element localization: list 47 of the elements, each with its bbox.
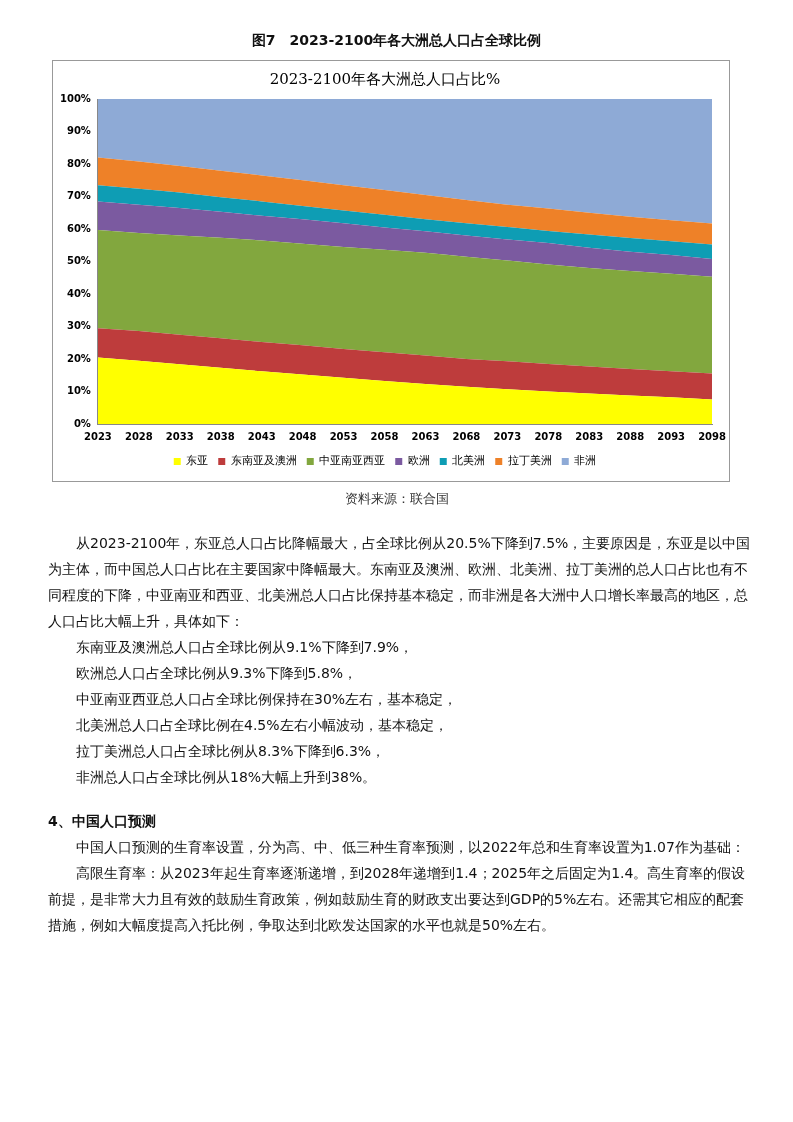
x-tick-label: 2038	[206, 430, 235, 442]
text: 欧洲总人口占全球比例从9.3%下降到5.8%，	[75, 664, 359, 683]
y-tick-label: 60%	[66, 222, 91, 234]
legend-label: 北美洲	[452, 454, 486, 468]
chart-title: 图7 2023-2100年各大洲总人口占全球比例	[250, 32, 543, 50]
text: 从2023-2100年，东亚总人口占比降幅最大，占全球比例从20.5%下降到7.5%，主要原因是，东亚是以中国为主体，而中国总人口占比在主要国家中降幅最大。东南亚及澳洲、欧洲、北美洲、拉丁美洲的总人口占比也有不同程度的下降，中亚南亚和西亚、北美洲总人口占比保持基本稳定，而非洲是各大洲中人口增长率最高的地区，总人口占比大幅上升，具体如下：	[48, 534, 752, 631]
y-tick-label: 50%	[66, 255, 91, 267]
x-tick-label: 2058	[370, 430, 399, 442]
text: 中亚南亚西亚总人口占全球比例保持在30%左右，基本稳定，	[75, 690, 459, 709]
x-tick-label: 2048	[288, 430, 317, 442]
y-tick-label: 80%	[66, 157, 91, 169]
text: 东南亚及澳洲总人口占全球比例从9.1%下降到7.9%，	[75, 638, 415, 657]
x-tick-label: 2063	[411, 430, 440, 442]
x-tick-label: 2043	[247, 430, 276, 442]
y-tick-label: 100%	[59, 92, 91, 104]
y-tick-label: 10%	[66, 385, 91, 397]
text: 拉丁美洲总人口占全球比例从8.3%下降到6.3%，	[75, 742, 387, 761]
text: 高限生育率：从2023年起生育率逐渐递增，到2028年递增到1.4；2025年之后固定为1.4。高生育率的假设前提，是非常大力且有效的鼓励生育政策，例如鼓励生育的财政支出要达到GDP的5%左右。还需其它相应的配套措施，例如大幅度提高入托比例，争取达到北欧发达国家的水平也就是50%左右。	[48, 864, 747, 935]
y-tick-label: 70%	[66, 190, 91, 202]
x-tick-label: 2078	[534, 430, 563, 442]
legend-label: 东亚	[186, 454, 209, 468]
legend-label: 非洲	[574, 454, 597, 468]
x-tick-label: 2023	[83, 430, 112, 442]
y-tick-label: 0%	[73, 417, 91, 429]
legend-label: 东南亚及澳洲	[230, 454, 297, 468]
y-tick-label: 20%	[66, 352, 91, 364]
x-tick-label: 2068	[452, 430, 481, 442]
chart-subtitle: 2023-2100年各大洲总人口占比%	[269, 69, 501, 88]
y-tick-label: 40%	[66, 287, 91, 299]
text: 中国人口预测的生育率设置，分为高、中、低三种生育率预测，以2022年总和生育率设置为1.07作为基础：	[75, 838, 746, 857]
x-tick-label: 2098	[698, 430, 727, 442]
text: 非洲总人口占全球比例从18%大幅上升到38%。	[75, 768, 378, 787]
legend-label: 欧洲	[407, 454, 430, 468]
legend-label: 拉丁美洲	[507, 454, 552, 468]
x-tick-label: 2053	[329, 430, 358, 442]
text: 北美洲总人口占全球比例在4.5%左右小幅波动，基本稳定，	[75, 716, 449, 735]
text: 4、中国人口预测	[48, 812, 157, 831]
legend-label: 中亚南亚西亚	[319, 454, 386, 468]
x-tick-label: 2093	[657, 430, 686, 442]
y-tick-label: 90%	[66, 125, 91, 137]
x-tick-label: 2088	[616, 430, 645, 442]
x-tick-label: 2028	[124, 430, 153, 442]
y-tick-label: 30%	[66, 320, 91, 332]
x-tick-label: 2073	[493, 430, 522, 442]
x-tick-label: 2033	[165, 430, 194, 442]
text: 资料来源：联合国	[343, 490, 450, 508]
x-tick-label: 2083	[575, 430, 604, 442]
